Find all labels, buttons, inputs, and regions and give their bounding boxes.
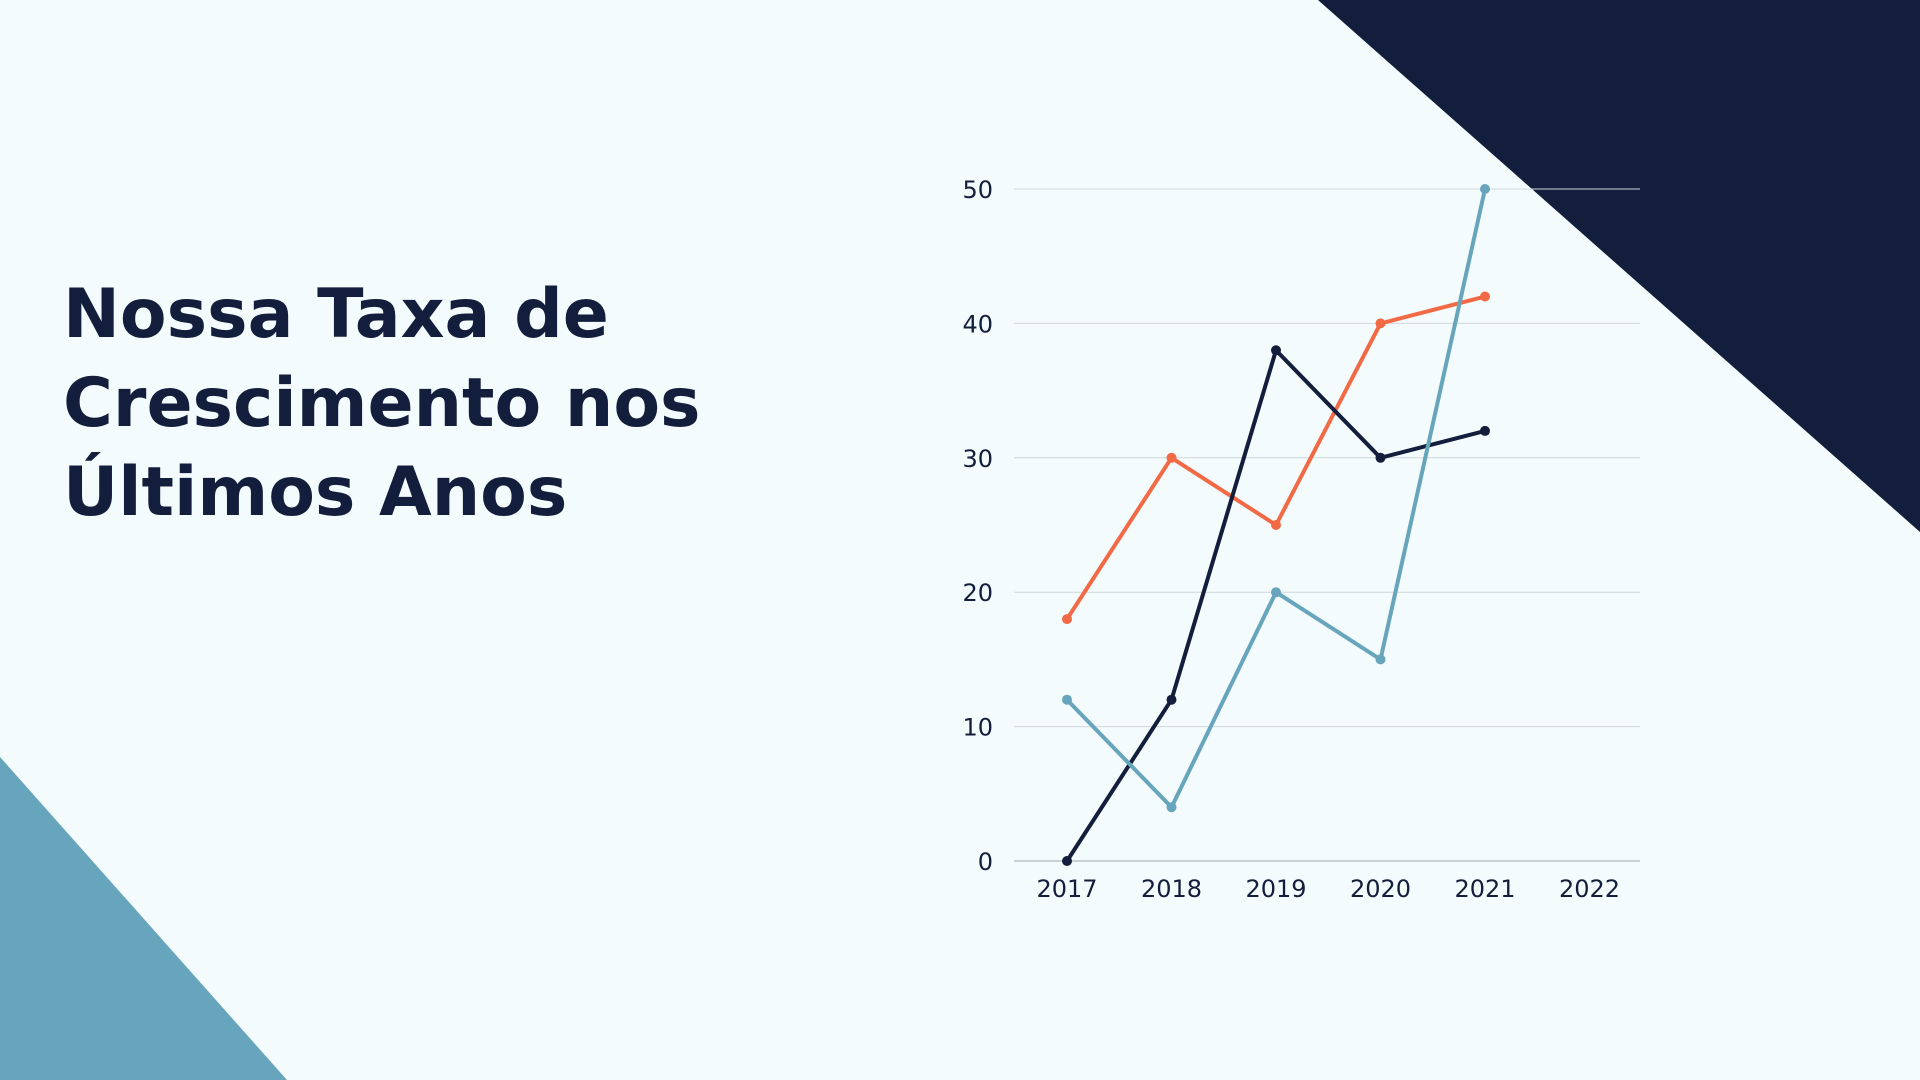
series-0 xyxy=(1062,291,1490,625)
series-2 xyxy=(1062,184,1490,813)
data-point xyxy=(1062,856,1072,866)
x-tick-label: 2017 xyxy=(1036,875,1097,903)
navy-corner-triangle xyxy=(1318,0,1920,532)
data-point xyxy=(1271,345,1281,356)
y-tick-label: 20 xyxy=(962,579,993,607)
data-point xyxy=(1271,587,1281,598)
x-axis-tick-labels: 2017 2018 2019 2020 2021 2022 xyxy=(1036,875,1620,903)
x-tick-label: 2021 xyxy=(1454,875,1515,903)
data-point xyxy=(1062,694,1072,705)
data-point xyxy=(1375,654,1386,665)
page-title: Nossa Taxa de Crescimento nos Últimos An… xyxy=(63,275,701,532)
data-point xyxy=(1480,291,1490,302)
grid-lines xyxy=(1014,188,1640,862)
x-tick-label: 2020 xyxy=(1350,875,1411,903)
y-axis-tick-labels: 0 10 20 30 40 50 xyxy=(962,176,993,876)
x-tick-label: 2019 xyxy=(1245,875,1306,903)
data-point xyxy=(1166,452,1177,463)
y-tick-label: 30 xyxy=(962,445,993,473)
y-tick-label: 10 xyxy=(962,714,993,742)
data-point xyxy=(1375,452,1386,463)
x-tick-label: 2022 xyxy=(1559,875,1620,903)
series-lines xyxy=(1062,184,1490,866)
series-1 xyxy=(1062,345,1490,866)
y-tick-label: 40 xyxy=(962,310,993,338)
data-point xyxy=(1166,802,1177,813)
data-point xyxy=(1062,614,1072,625)
data-point xyxy=(1166,694,1177,705)
data-point xyxy=(1375,318,1386,329)
x-tick-label: 2018 xyxy=(1141,875,1202,903)
series-line xyxy=(1065,348,1487,863)
series-line xyxy=(1065,187,1487,810)
y-tick-label: 50 xyxy=(962,176,993,204)
data-point xyxy=(1271,520,1281,530)
teal-corner-triangle xyxy=(0,757,287,1080)
data-point xyxy=(1480,184,1490,194)
y-tick-label: 0 xyxy=(978,848,993,876)
data-point xyxy=(1480,425,1490,436)
